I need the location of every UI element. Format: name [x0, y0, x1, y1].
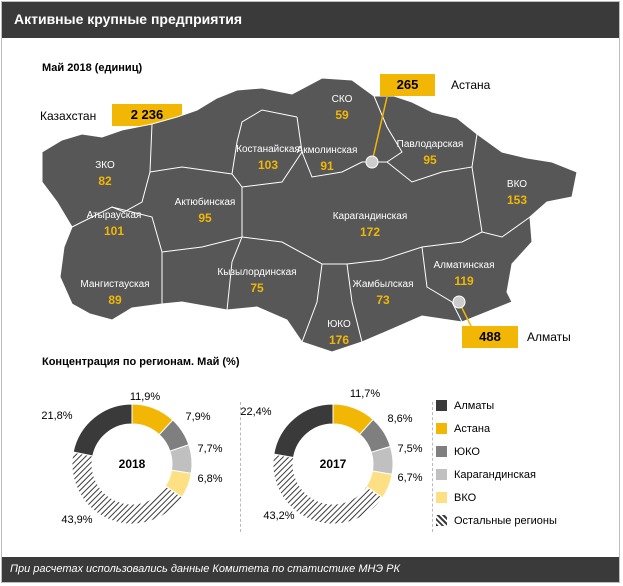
legend-swatch	[436, 446, 447, 457]
legend-label: ЮКО	[454, 446, 480, 458]
legend-label: Астана	[454, 423, 491, 435]
region-name-zko: ЗКО	[95, 160, 115, 171]
legend-label: Карагандинская	[454, 469, 536, 481]
region-value-kostanay: 103	[257, 158, 279, 172]
region-name-kostanay: Костанайская	[236, 144, 300, 155]
region-name-sko: СКО	[331, 94, 353, 105]
region-value-aktobe: 95	[198, 211, 212, 225]
donut-data-label: 6,7%	[397, 472, 422, 484]
region-value-mangystau: 89	[108, 293, 122, 307]
donut-2018-slice-5	[71, 451, 183, 525]
region-value-vko: 153	[506, 193, 528, 207]
region-value-atyrau: 101	[103, 224, 125, 238]
region-borders	[71, 95, 531, 343]
region-name-akmola: Акмолинская	[296, 145, 358, 156]
legend-item: Астана	[436, 423, 491, 435]
map-silhouette	[41, 77, 578, 352]
region-name-zhambyl: Жамбылская	[352, 279, 414, 290]
region-name-pavlodar: Павлодарская	[396, 139, 464, 150]
map-subtitle: Май 2018 (единиц)	[42, 62, 143, 74]
legend-label: ВКО	[454, 492, 477, 504]
region-name-kyzylorda: Кызылординская	[217, 267, 297, 278]
page-title: Активные крупные предприятия	[14, 11, 243, 27]
footer-bar: При расчетах использовались данные Комит…	[2, 557, 619, 582]
donut-data-label: 43,9%	[61, 514, 92, 526]
legend-swatch	[436, 400, 447, 411]
region-value-kyzylorda: 75	[250, 281, 264, 295]
donut-2017-slice-0	[273, 403, 334, 459]
almaty-name: Алматы	[527, 330, 571, 344]
donut-data-label: 43,2%	[263, 510, 294, 522]
astana-leader-line	[371, 96, 388, 163]
region-value-zhambyl: 73	[376, 293, 390, 307]
donut-2018-slice-0	[72, 403, 133, 457]
donut-2018-slice-1	[131, 403, 174, 436]
region-value-akmola: 91	[320, 159, 334, 173]
region-name-vko: ВКО	[506, 179, 528, 190]
legend-label: Алматы	[454, 400, 495, 412]
region-name-karaganda: Карагандинская	[332, 211, 408, 222]
donut-2017-slice-1	[332, 403, 374, 436]
donut-center-label: 2017	[320, 457, 347, 471]
legend-separator	[432, 402, 433, 532]
astana-marker	[365, 155, 379, 169]
donut-data-label: 8,6%	[387, 413, 412, 425]
region-value-pavlodar: 95	[423, 153, 437, 167]
region-name-atyrau: Атырауская	[86, 210, 142, 221]
region-name-mangystau: Мангистауская	[80, 279, 150, 290]
donut-data-label: 11,9%	[130, 391, 161, 403]
donut-2018-slice-2	[158, 419, 190, 452]
legend-swatch	[436, 469, 447, 480]
region-name-aktobe: Актюбинская	[174, 197, 236, 208]
donut-2017-slice-3	[370, 445, 394, 475]
donut-data-label: 11,7%	[350, 388, 381, 400]
legend-item: Карагандинская	[436, 469, 536, 481]
kazakhstan-map	[41, 77, 578, 352]
total-label: Казахстан	[40, 109, 97, 123]
donut-2018-slice-4	[164, 469, 192, 498]
legend-item: Остальные регионы	[436, 515, 557, 527]
donut-2017-slice-4	[365, 470, 393, 499]
region-name-yuko: ЮКО	[327, 319, 351, 330]
legend-item: Алматы	[436, 400, 495, 412]
donut-data-label: 6,8%	[197, 473, 222, 485]
almaty-value: 488	[462, 326, 518, 348]
region-value-yuko: 176	[328, 333, 350, 347]
region-name-almaty-obl: Алматинская	[433, 260, 495, 271]
astana-value: 265	[380, 74, 435, 96]
region-value-almaty-obl: 119	[454, 274, 474, 288]
donut-data-label: 7,7%	[197, 443, 222, 455]
legend-swatch	[436, 515, 447, 526]
donut-data-label: 21,8%	[41, 410, 72, 422]
footer-source: При расчетах использовались данные Комит…	[10, 563, 400, 575]
legend-swatch	[436, 492, 447, 503]
donut-2017-slice-2	[359, 418, 392, 453]
region-value-sko: 59	[335, 108, 349, 122]
legend-swatch	[436, 423, 447, 434]
donut-data-label: 7,9%	[185, 411, 210, 423]
donut-center-label: 2018	[119, 457, 146, 471]
legend-label: Остальные регионы	[454, 515, 557, 527]
legend-item: ВКО	[436, 492, 477, 504]
donut-separator	[240, 402, 241, 532]
almaty-marker	[452, 295, 466, 309]
donut-2017-slice-5	[272, 453, 384, 525]
donut-2018-slice-3	[169, 444, 193, 474]
region-value-zko: 82	[98, 174, 112, 188]
legend-item: ЮКО	[436, 446, 480, 458]
header-bar: Активные крупные предприятия	[2, 2, 619, 38]
donut-section-title: Концентрация по регионам. Май (%)	[42, 356, 240, 368]
donut-data-label: 22,4%	[240, 406, 271, 418]
donut-data-label: 7,5%	[397, 443, 422, 455]
region-value-karaganda: 172	[359, 225, 381, 239]
astana-name: Астана	[451, 78, 491, 92]
